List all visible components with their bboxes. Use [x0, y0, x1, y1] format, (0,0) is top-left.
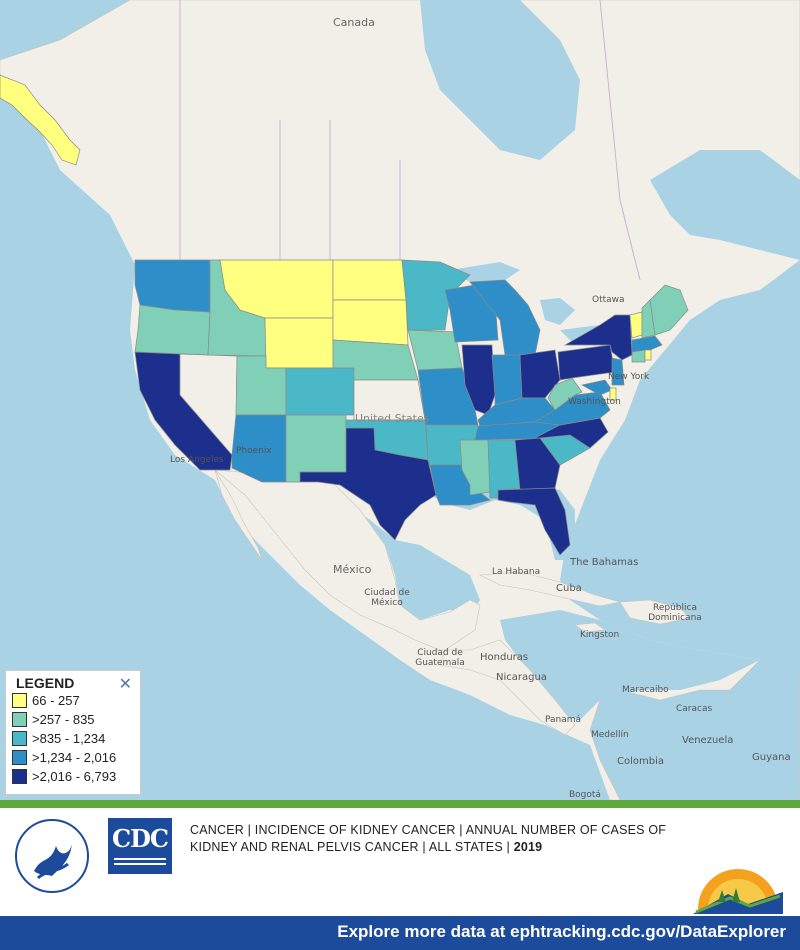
- label-bogota: Bogotá: [569, 790, 601, 800]
- choropleth-map[interactable]: Canada Ottawa New York Washington United…: [0, 0, 800, 800]
- close-icon[interactable]: ✕: [118, 676, 132, 693]
- state-texas[interactable]: [299, 427, 437, 541]
- gulf-of-mexico: [340, 500, 480, 620]
- label-phoenix: Phoenix: [236, 446, 272, 456]
- bottom-banner: Explore more data at ephtracking.cdc.gov…: [0, 916, 800, 950]
- label-washington: Washington: [568, 397, 621, 407]
- state-delaware[interactable]: [609, 387, 617, 401]
- state-maine[interactable]: [649, 284, 689, 336]
- legend-title: LEGEND: [16, 675, 75, 691]
- label-guatemala-city: Ciudad de Guatemala: [415, 648, 465, 668]
- legend-swatch: [12, 731, 27, 746]
- jamaica-land: [574, 622, 606, 633]
- legend-item: >835 - 1,234: [12, 729, 134, 748]
- label-honduras: Honduras: [480, 652, 529, 663]
- legend-item: >1,234 - 2,016: [12, 748, 134, 767]
- legend-label: >2,016 - 6,793: [32, 769, 117, 784]
- us-states: [134, 259, 689, 556]
- label-mexico-city: Ciudad de México: [364, 588, 410, 608]
- label-caracas: Caracas: [676, 704, 713, 714]
- caption-line-2: KIDNEY AND RENAL PELVIS CANCER | ALL STA…: [190, 839, 670, 856]
- province-borders: [179, 0, 641, 281]
- label-colombia: Colombia: [617, 756, 664, 767]
- label-ottawa: Ottawa: [592, 295, 625, 305]
- cdc-logo-text: CDC: [111, 824, 169, 853]
- state-vermont[interactable]: [629, 311, 643, 339]
- hispaniola-land: [619, 599, 691, 625]
- baja-california: [214, 469, 263, 561]
- label-new-york: New York: [608, 372, 650, 382]
- label-kingston: Kingston: [580, 630, 620, 640]
- map-canvas: [0, 0, 800, 800]
- state-alaska[interactable]: [0, 74, 81, 166]
- state-north-dakota[interactable]: [332, 259, 407, 301]
- state-indiana[interactable]: [491, 354, 523, 406]
- label-medellin: Medellín: [591, 730, 629, 740]
- atlantic-ocean: [410, 260, 800, 660]
- hudson-bay: [420, 0, 580, 160]
- cdc-logo: CDC: [108, 818, 172, 874]
- label-guyana: Guyana: [752, 752, 791, 763]
- legend-swatch: [12, 750, 27, 765]
- state-pennsylvania[interactable]: [557, 344, 616, 381]
- label-la-habana: La Habana: [492, 567, 541, 577]
- caption-line-2-text: KIDNEY AND RENAL PELVIS CANCER | ALL STA…: [190, 840, 510, 854]
- label-republica-dominicana: República Dominicana: [648, 603, 702, 623]
- legend-label: >257 - 835: [32, 712, 95, 727]
- gulf-of-st-lawrence: [650, 150, 800, 260]
- pacific-ocean: [0, 95, 610, 800]
- legend-item: 66 - 257: [12, 691, 134, 710]
- map-legend: LEGEND ✕ 66 - 257 >257 - 835 >835 - 1,23…: [5, 670, 141, 795]
- state-washington[interactable]: [134, 259, 211, 313]
- legend-item: >2,016 - 6,793: [12, 767, 134, 786]
- explore-more-link[interactable]: Explore more data at ephtracking.cdc.gov…: [337, 922, 786, 941]
- tracking-network-logo-icon: [693, 869, 783, 914]
- label-united-states: United States: [355, 412, 430, 425]
- state-minnesota[interactable]: [401, 259, 471, 331]
- caption-line-1: CANCER | INCIDENCE OF KIDNEY CANCER | AN…: [190, 823, 667, 837]
- state-wyoming[interactable]: [264, 317, 334, 369]
- legend-swatch: [12, 769, 27, 784]
- legend-label: >1,234 - 2,016: [32, 750, 117, 765]
- state-south-dakota[interactable]: [332, 299, 409, 346]
- state-michigan[interactable]: [469, 279, 541, 356]
- label-venezuela: Venezuela: [682, 735, 734, 746]
- caribbean-sea: [500, 610, 760, 720]
- state-oregon[interactable]: [134, 304, 211, 356]
- label-canada: Canada: [333, 16, 375, 29]
- state-rhode-island[interactable]: [644, 349, 652, 361]
- label-panama: Panamá: [545, 715, 582, 725]
- label-maracaibo: Maracaibo: [622, 685, 669, 695]
- divider-bar: [0, 800, 800, 808]
- legend-label: 66 - 257: [32, 693, 80, 708]
- state-florida[interactable]: [497, 487, 571, 556]
- label-los-angeles: Los Angeles: [170, 455, 224, 465]
- label-mexico: México: [333, 563, 372, 576]
- state-massachusetts[interactable]: [631, 335, 663, 353]
- state-new-jersey[interactable]: [611, 357, 625, 386]
- label-bahamas: The Bahamas: [570, 557, 639, 568]
- label-nicaragua: Nicaragua: [496, 672, 547, 683]
- caption-year: 2019: [513, 840, 543, 854]
- state-connecticut[interactable]: [631, 349, 646, 363]
- footer: CDC CANCER | INCIDENCE OF KIDNEY CANCER …: [0, 808, 800, 916]
- label-cuba: Cuba: [556, 583, 582, 594]
- hhs-seal-icon: [15, 819, 89, 893]
- map-caption: CANCER | INCIDENCE OF KIDNEY CANCER | AN…: [190, 822, 670, 856]
- legend-label: >835 - 1,234: [32, 731, 106, 746]
- mexico-land: [214, 469, 576, 736]
- state-colorado[interactable]: [285, 367, 355, 416]
- cuba-land: [478, 571, 621, 607]
- legend-swatch: [12, 693, 27, 708]
- legend-item: >257 - 835: [12, 710, 134, 729]
- legend-swatch: [12, 712, 27, 727]
- state-virginia[interactable]: [533, 391, 611, 426]
